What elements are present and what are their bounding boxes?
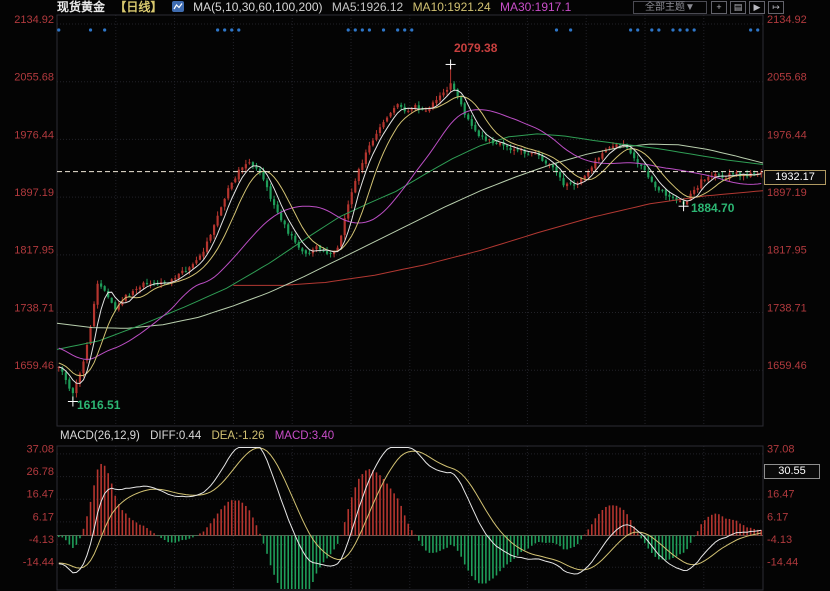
- macd-layer: [57, 447, 763, 589]
- theme-selector-dropdown[interactable]: 全部主题▼: [633, 1, 707, 14]
- svg-text:1976.44: 1976.44: [14, 129, 54, 141]
- macd-diff-value: DIFF:0.44: [150, 430, 202, 442]
- svg-text:2055.68: 2055.68: [767, 72, 807, 84]
- scale-icon[interactable]: ▤: [730, 1, 746, 14]
- svg-text:-14.44: -14.44: [767, 557, 798, 569]
- panel-frames: [56, 14, 764, 591]
- grid-layer: [57, 15, 763, 590]
- annotation-low-start: 1616.51: [77, 398, 121, 412]
- svg-text:37.08: 37.08: [26, 443, 54, 455]
- macd-params-label[interactable]: MACD(26,12,9): [60, 430, 140, 442]
- current-price-tag: 1932.17: [764, 170, 826, 185]
- pan-icon[interactable]: +: [711, 1, 727, 14]
- axis-labels: 2134.92 2134.92 2055.68 2055.68 1976.44 1976.…: [14, 14, 807, 569]
- svg-text:26.78: 26.78: [26, 466, 54, 478]
- macd-legend: MACD(26,12,9) DIFF:0.44 DEA:-1.26 MACD:3…: [60, 428, 341, 444]
- svg-text:1817.95: 1817.95: [14, 245, 54, 257]
- svg-text:1976.44: 1976.44: [767, 129, 807, 141]
- svg-text:1897.19: 1897.19: [767, 187, 807, 199]
- ma10-value: MA10:1921.24: [412, 0, 491, 14]
- play-icon[interactable]: ▶: [749, 1, 765, 14]
- candles-layer: [57, 64, 763, 402]
- extreme-cross-markers: [67, 59, 689, 407]
- svg-text:16.47: 16.47: [26, 489, 54, 501]
- period-label[interactable]: 【日线】: [114, 0, 163, 14]
- svg-text:16.47: 16.47: [767, 489, 795, 501]
- svg-text:-4.13: -4.13: [29, 534, 54, 546]
- annotation-high: 2079.38: [454, 41, 498, 55]
- svg-text:1659.46: 1659.46: [767, 360, 807, 372]
- annotation-low-recent: 1884.70: [691, 201, 735, 215]
- export-icon[interactable]: ↦: [768, 1, 784, 14]
- svg-text:-4.13: -4.13: [767, 534, 792, 546]
- svg-text:1738.71: 1738.71: [767, 302, 807, 314]
- svg-text:37.08: 37.08: [767, 443, 795, 455]
- svg-text:6.17: 6.17: [767, 511, 788, 523]
- svg-text:6.17: 6.17: [33, 511, 54, 523]
- ma-settings-label[interactable]: MA(5,10,30,60,100,200): [193, 0, 323, 14]
- ma5-value: MA5:1926.12: [331, 0, 404, 14]
- ma-lines-layer: [56, 89, 764, 385]
- svg-text:1897.19: 1897.19: [14, 187, 54, 199]
- macd-macd-value: MACD:3.40: [274, 430, 335, 442]
- svg-text:1659.46: 1659.46: [14, 360, 54, 372]
- macd-current-value: 30.55: [764, 464, 820, 479]
- event-markers-row: [57, 28, 760, 32]
- svg-text:1738.71: 1738.71: [14, 302, 54, 314]
- chart-toolbar: + ▤ ▶ ↦: [711, 1, 784, 14]
- instrument-title: 现货黄金: [57, 0, 106, 14]
- chart-type-icon[interactable]: [171, 1, 184, 12]
- svg-text:2134.92: 2134.92: [14, 14, 54, 26]
- macd-dea-value: DEA:-1.26: [211, 430, 265, 442]
- ma30-value: MA30:1917.1: [499, 0, 572, 14]
- svg-text:2134.92: 2134.92: [767, 14, 807, 26]
- svg-text:1817.95: 1817.95: [767, 245, 807, 257]
- chart-header: 现货黄金 【日线】 MA(5,10,30,60,100,200) MA5:192…: [57, 0, 577, 15]
- svg-text:2055.68: 2055.68: [14, 72, 54, 84]
- svg-text:-14.44: -14.44: [23, 557, 54, 569]
